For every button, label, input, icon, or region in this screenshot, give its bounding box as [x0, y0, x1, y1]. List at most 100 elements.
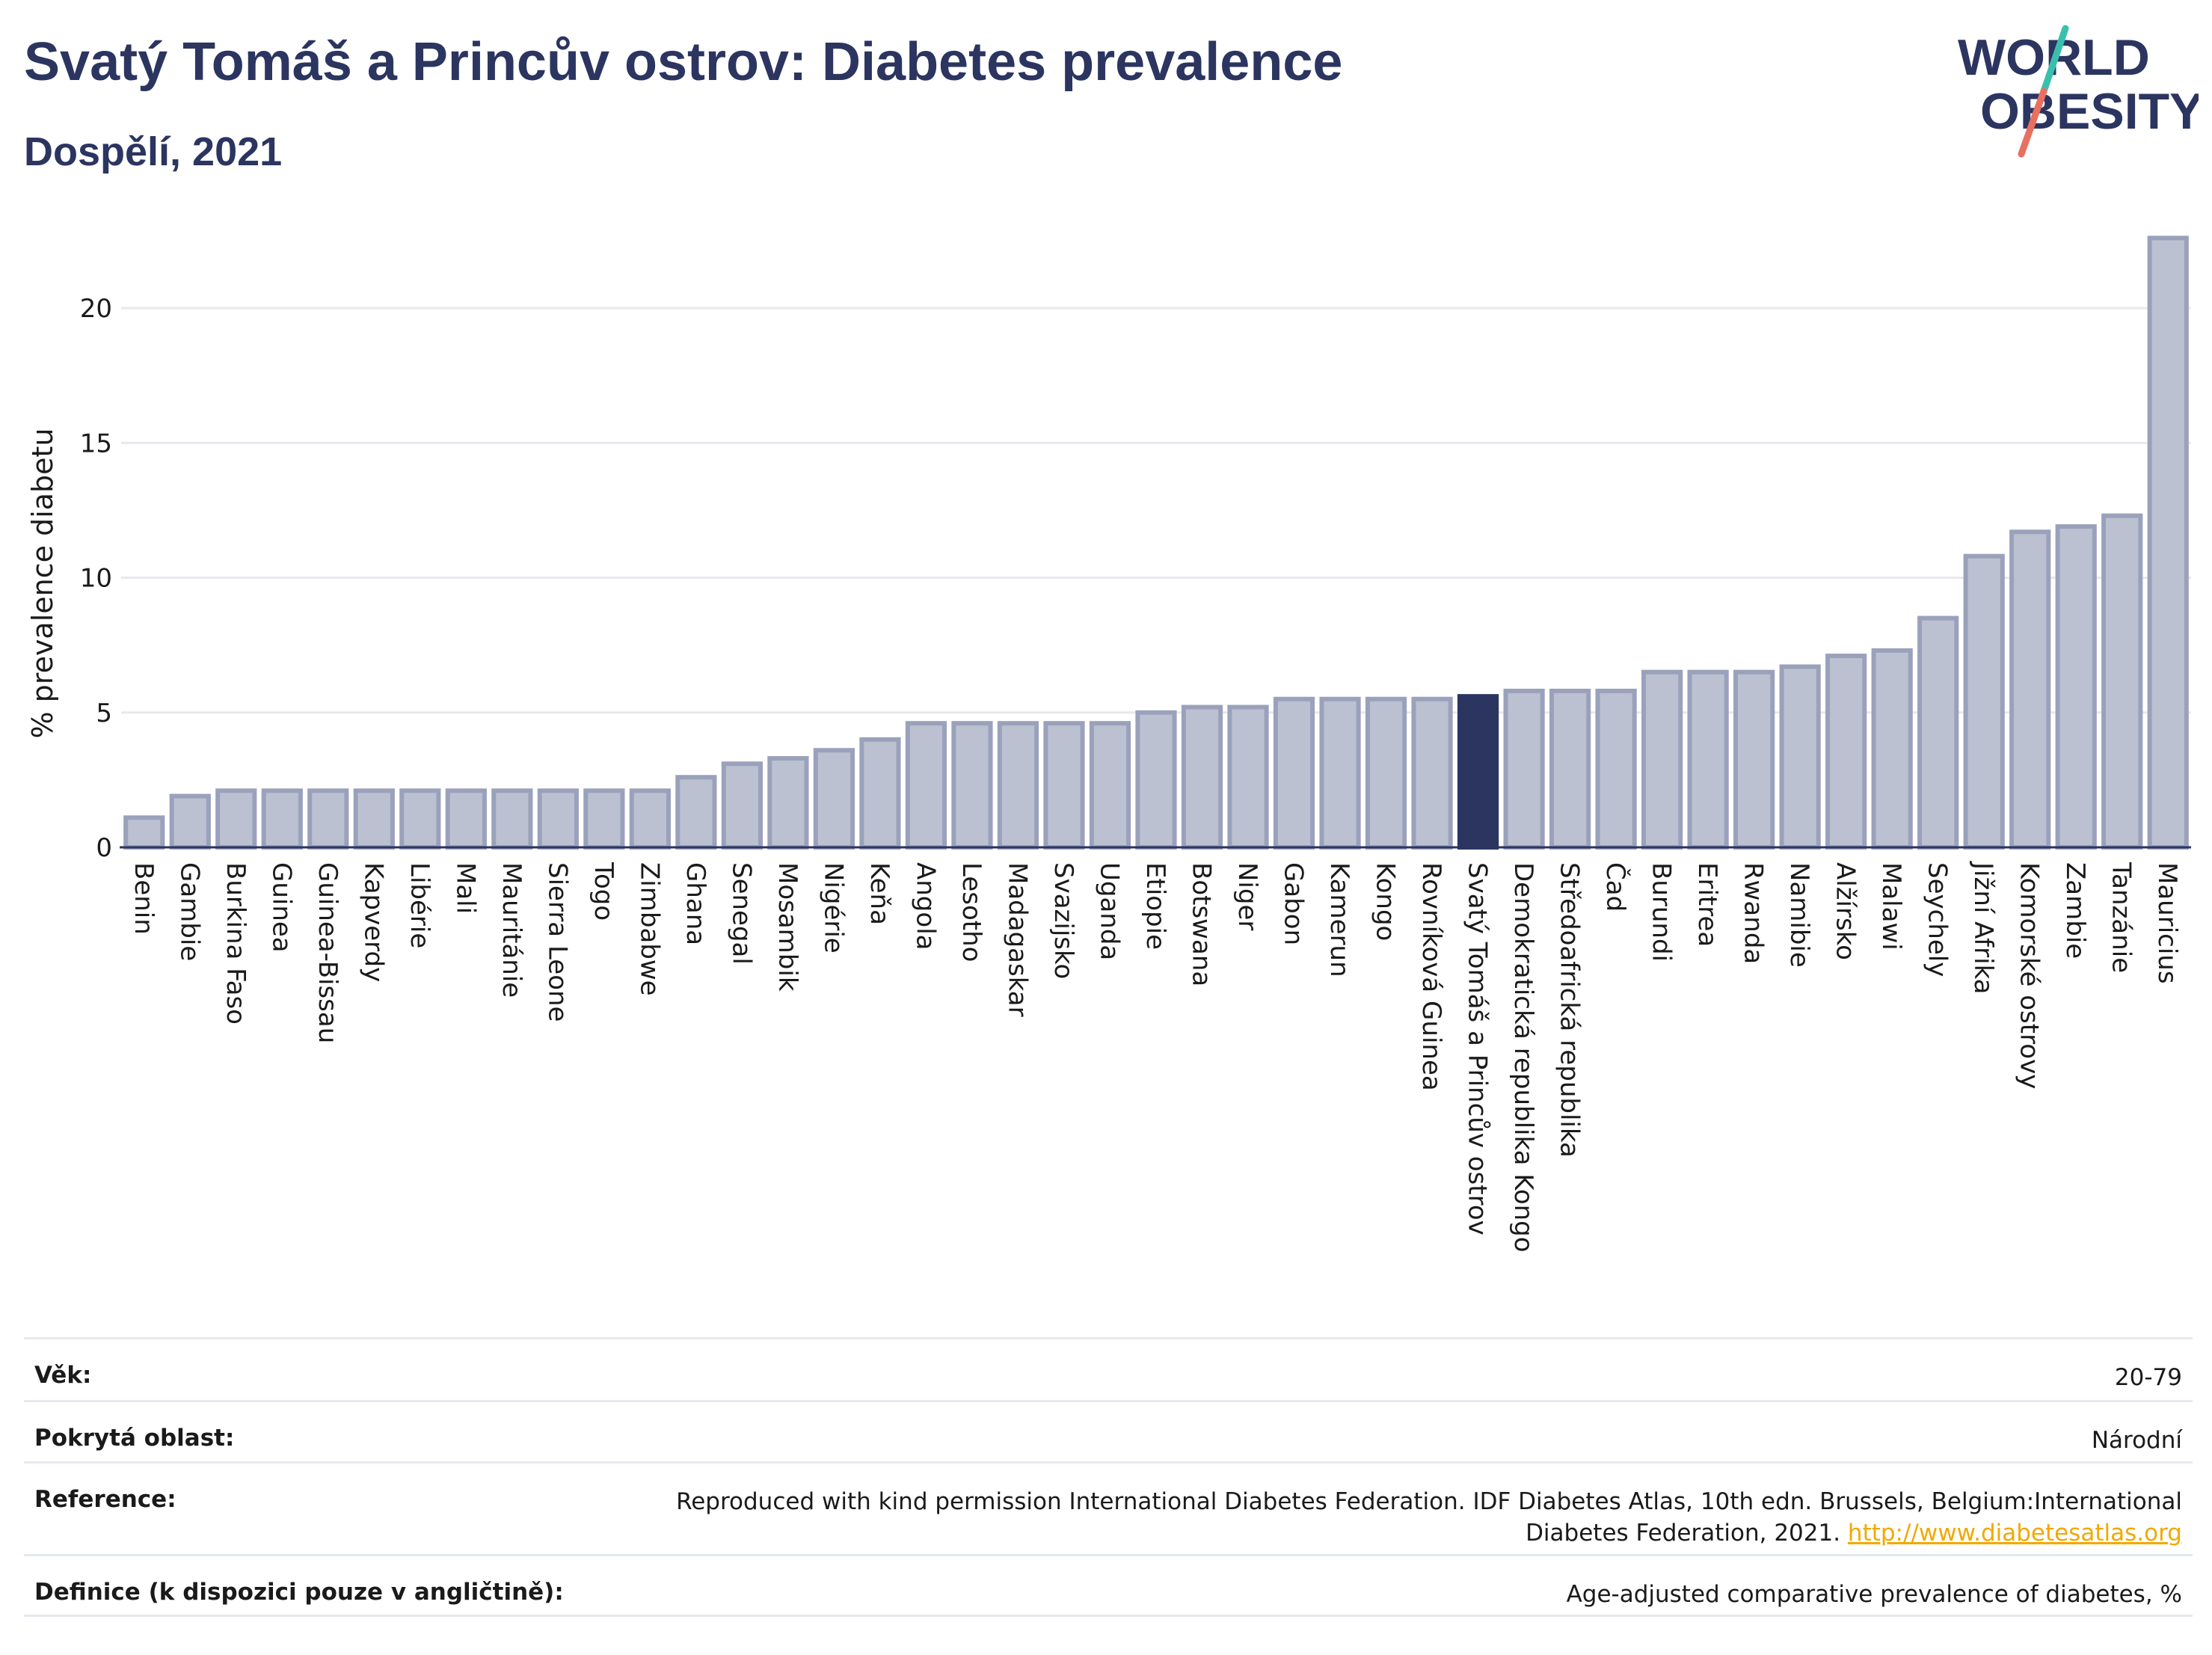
bar [767, 756, 809, 850]
x-tick-label: Tanzánie [2107, 862, 2136, 973]
x-tick-label: Kongo [1371, 862, 1401, 941]
bar [1411, 696, 1453, 850]
x-tick-label: Benin [129, 862, 159, 935]
meta-label-reference: Reference: [34, 1486, 176, 1513]
bar [1273, 696, 1315, 850]
y-tick-label: 5 [96, 698, 112, 728]
meta-row-reference: Reference: Reproduced with kind permissi… [24, 1461, 2193, 1554]
reference-line-1: Reproduced with kind permission Internat… [676, 1488, 2182, 1515]
bar [859, 737, 901, 850]
x-tick-label: Ghana [681, 862, 710, 945]
x-tick-label: Zimbabwe [634, 862, 664, 996]
x-tick-label: Namibie [1784, 862, 1814, 968]
meta-label-age: Věk: [34, 1362, 92, 1389]
x-tick-label: Mauritánie [497, 862, 526, 998]
page-subtitle: Dospělí, 2021 [24, 129, 283, 174]
bar [905, 721, 947, 850]
logo-text-obesity: OBESITY [1980, 83, 2199, 140]
x-tick-label: Burundi [1647, 862, 1677, 962]
x-tick-label: Libérie [405, 862, 434, 948]
logo-slash-bottom [2018, 87, 2047, 158]
x-tick-label: Botswana [1187, 862, 1217, 986]
bar [675, 775, 717, 850]
bar [1595, 688, 1637, 850]
bar [445, 788, 487, 850]
bar [1641, 669, 1683, 850]
bar [1963, 553, 2005, 850]
bar [1779, 664, 1821, 850]
x-tick-label: Togo [589, 862, 618, 921]
y-axis-title: % prevalence diabetu [26, 428, 59, 738]
x-tick-label: Uganda [1094, 862, 1124, 960]
x-tick-label: Mali [450, 862, 480, 914]
bar [1825, 654, 1867, 850]
bar [1503, 688, 1545, 850]
x-tick-label: Rwanda [1739, 862, 1769, 964]
x-tick-label: Sierra Leone [542, 862, 572, 1022]
x-tick-label: Středoafrická republika [1555, 862, 1585, 1158]
bar [1319, 696, 1361, 850]
bar [1365, 696, 1407, 850]
bar [491, 788, 533, 850]
bar [813, 748, 855, 850]
meta-label-definition: Definice (k dispozici pouze v angličtině… [34, 1579, 564, 1606]
reference-link[interactable]: http://www.diabetesatlas.org [1847, 1520, 2182, 1547]
x-tick-label: Demokratická republika Kongo [1508, 862, 1538, 1253]
y-tick-label: 0 [96, 833, 112, 863]
bar-chart: 0 5 10 15 20 Benin Gambie Burkina Faso Guinea Gu… [26, 236, 2191, 1253]
bar [583, 788, 625, 850]
bar [629, 788, 671, 850]
bar [1181, 704, 1223, 850]
x-tick-label: Kamerun [1324, 862, 1354, 977]
bar [1043, 721, 1085, 850]
bar [1089, 721, 1131, 850]
x-tick-label: Kapverdy [358, 862, 388, 982]
bar [1135, 710, 1177, 850]
x-tick-label: Senegal [726, 862, 756, 965]
bar [2101, 513, 2143, 850]
bar-highlight [1457, 694, 1499, 850]
y-tick-label: 20 [80, 294, 112, 324]
meta-row-area: Pokrytá oblast: Národní [24, 1400, 2193, 1461]
bar [2055, 524, 2097, 850]
x-tick-label: Mauricius [2152, 862, 2182, 984]
x-tick-label: Burkina Faso [221, 862, 251, 1025]
x-tick-label: Zambie [2060, 862, 2090, 959]
x-tick-label: Lesotho [956, 862, 986, 962]
meta-row-definition: Definice (k dispozici pouze v angličtině… [24, 1554, 2193, 1617]
bar [1917, 615, 1959, 850]
bar [951, 721, 993, 850]
x-tick-label: Čad [1600, 862, 1631, 912]
x-tick-label: Niger [1232, 862, 1262, 930]
x-tick-label: Angola [910, 862, 940, 950]
bar [215, 788, 257, 850]
x-tick-label: Eritrea [1692, 862, 1722, 947]
meta-value-area: Národní [2091, 1427, 2182, 1454]
x-tick-label: Madagaskar [1002, 862, 1032, 1017]
x-tick-label: Nigérie [818, 862, 848, 954]
x-tick-label: Alžírsko [1831, 862, 1861, 960]
bar [307, 788, 349, 850]
x-tick-label: Svazijsko [1048, 862, 1078, 979]
logo-slash-top [2040, 25, 2069, 95]
page-title: Svatý Tomáš a Princův ostrov: Diabetes p… [24, 32, 1343, 92]
y-tick-label: 15 [80, 429, 112, 458]
bar [2009, 529, 2051, 850]
reference-line-2: Diabetes Federation, 2021. [1526, 1520, 1841, 1547]
bar [1871, 648, 1913, 850]
x-tick-label: Komorské ostrovy [2015, 862, 2044, 1089]
x-tick-label: Mosambik [772, 862, 802, 992]
x-tick-label: Malawi [1876, 862, 1906, 951]
bar [1733, 669, 1775, 850]
meta-label-area: Pokrytá oblast: [34, 1425, 235, 1452]
meta-value-age: 20-79 [2114, 1364, 2182, 1391]
meta-value-definition: Age-adjusted comparative prevalence of d… [1566, 1581, 2182, 1608]
bar [1549, 688, 1591, 850]
bar [537, 788, 579, 850]
x-tick-label: Keňa [864, 862, 894, 925]
bar [399, 788, 441, 850]
world-obesity-logo: WORLD OBESITY [1958, 25, 2199, 158]
bars [123, 236, 2189, 850]
meta-value-reference: Reproduced with kind permission Internat… [676, 1486, 2182, 1549]
bar [721, 761, 764, 850]
